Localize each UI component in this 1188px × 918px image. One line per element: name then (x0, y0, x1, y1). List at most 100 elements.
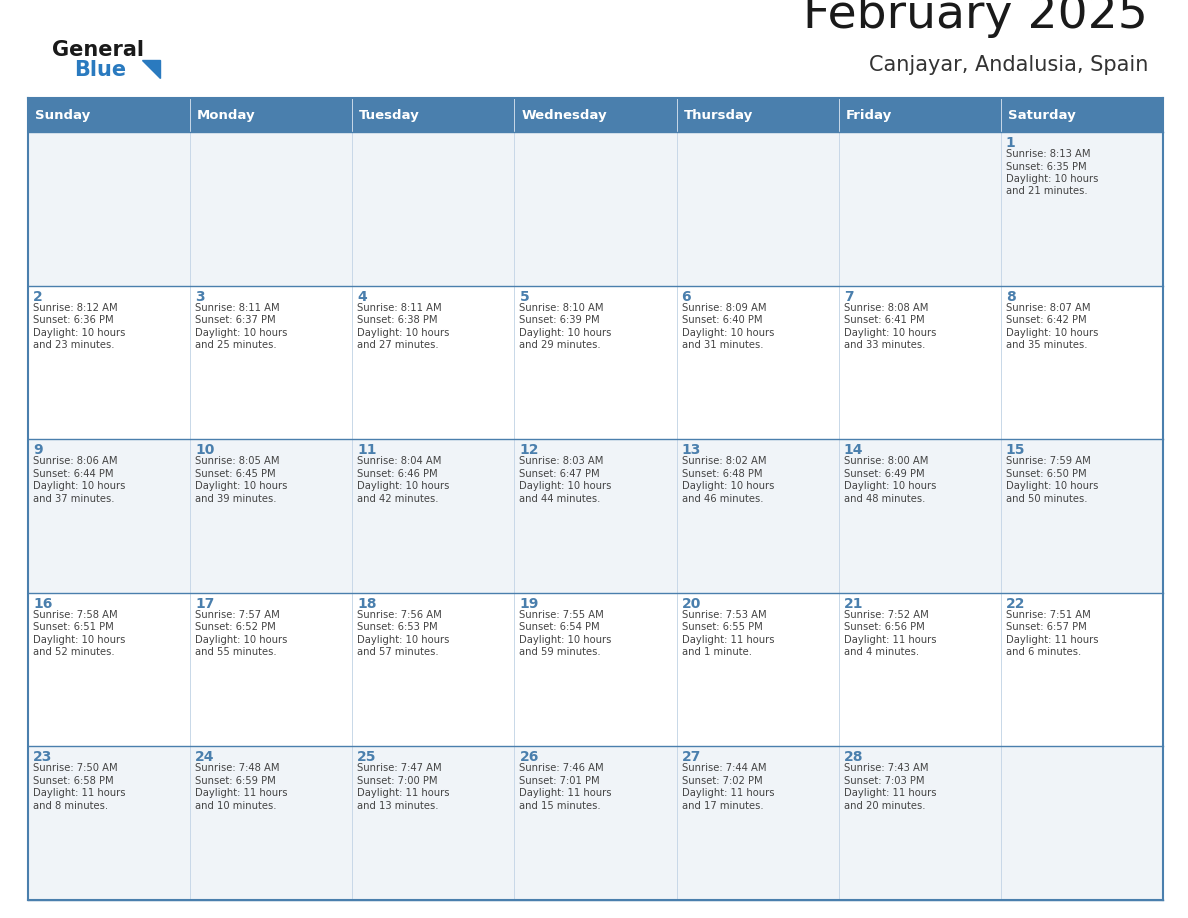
Bar (353, 593, 514, 746)
Text: Daylight: 10 hours: Daylight: 10 hours (519, 328, 612, 338)
Text: and 44 minutes.: and 44 minutes. (519, 494, 601, 504)
Text: and 31 minutes.: and 31 minutes. (682, 340, 763, 350)
Bar (677, 746, 839, 900)
Text: Sunrise: 7:55 AM: Sunrise: 7:55 AM (519, 610, 605, 620)
Text: Sunset: 6:37 PM: Sunset: 6:37 PM (195, 315, 276, 325)
Polygon shape (143, 60, 160, 78)
Text: Sunset: 7:03 PM: Sunset: 7:03 PM (843, 776, 924, 786)
Text: Daylight: 10 hours: Daylight: 10 hours (195, 328, 287, 338)
Text: Sunset: 6:56 PM: Sunset: 6:56 PM (843, 622, 924, 633)
Text: 16: 16 (33, 597, 52, 610)
Text: Sunset: 6:35 PM: Sunset: 6:35 PM (1006, 162, 1087, 172)
Text: Sunrise: 7:47 AM: Sunrise: 7:47 AM (358, 764, 442, 773)
Text: 20: 20 (682, 597, 701, 610)
Text: Canjayar, Andalusia, Spain: Canjayar, Andalusia, Spain (868, 55, 1148, 75)
Text: and 48 minutes.: and 48 minutes. (843, 494, 925, 504)
Text: Daylight: 11 hours: Daylight: 11 hours (682, 635, 775, 644)
Text: Thursday: Thursday (683, 108, 753, 121)
Bar (1000, 746, 1163, 900)
Text: Daylight: 10 hours: Daylight: 10 hours (1006, 328, 1098, 338)
Text: Sunset: 6:46 PM: Sunset: 6:46 PM (358, 469, 438, 478)
Bar (353, 98, 514, 132)
Text: and 59 minutes.: and 59 minutes. (519, 647, 601, 657)
Text: Sunrise: 8:13 AM: Sunrise: 8:13 AM (1006, 149, 1091, 159)
Text: Daylight: 11 hours: Daylight: 11 hours (843, 789, 936, 799)
Text: 10: 10 (195, 443, 215, 457)
Text: Wednesday: Wednesday (522, 108, 607, 121)
Bar (190, 746, 353, 900)
Text: Sunrise: 8:08 AM: Sunrise: 8:08 AM (843, 303, 928, 313)
Text: 26: 26 (519, 750, 539, 765)
Text: and 42 minutes.: and 42 minutes. (358, 494, 438, 504)
Text: 9: 9 (33, 443, 43, 457)
Text: Daylight: 10 hours: Daylight: 10 hours (682, 481, 773, 491)
Text: Sunrise: 7:48 AM: Sunrise: 7:48 AM (195, 764, 279, 773)
Text: and 13 minutes.: and 13 minutes. (358, 800, 438, 811)
Text: 12: 12 (519, 443, 539, 457)
Text: 13: 13 (682, 443, 701, 457)
Bar (839, 746, 1000, 900)
Text: Daylight: 11 hours: Daylight: 11 hours (358, 789, 450, 799)
Bar (353, 285, 514, 439)
Text: Daylight: 10 hours: Daylight: 10 hours (195, 481, 287, 491)
Bar (1000, 285, 1163, 439)
Text: and 4 minutes.: and 4 minutes. (843, 647, 918, 657)
Text: and 33 minutes.: and 33 minutes. (843, 340, 925, 350)
Text: Sunrise: 7:53 AM: Sunrise: 7:53 AM (682, 610, 766, 620)
Text: and 1 minute.: and 1 minute. (682, 647, 752, 657)
Text: Sunrise: 7:43 AM: Sunrise: 7:43 AM (843, 764, 928, 773)
Text: General: General (52, 40, 144, 60)
Text: 6: 6 (682, 289, 691, 304)
Bar (839, 593, 1000, 746)
Text: Sunset: 7:01 PM: Sunset: 7:01 PM (519, 776, 600, 786)
Text: Daylight: 10 hours: Daylight: 10 hours (33, 635, 126, 644)
Text: Daylight: 10 hours: Daylight: 10 hours (1006, 174, 1098, 184)
Text: 21: 21 (843, 597, 864, 610)
Text: Sunset: 6:40 PM: Sunset: 6:40 PM (682, 315, 762, 325)
Text: and 55 minutes.: and 55 minutes. (195, 647, 277, 657)
Text: Sunrise: 7:52 AM: Sunrise: 7:52 AM (843, 610, 929, 620)
Text: and 46 minutes.: and 46 minutes. (682, 494, 763, 504)
Bar (514, 132, 677, 285)
Bar (190, 132, 353, 285)
Bar (839, 439, 1000, 593)
Bar (1000, 593, 1163, 746)
Bar (29, 746, 190, 900)
Bar (514, 98, 677, 132)
Text: Daylight: 10 hours: Daylight: 10 hours (358, 635, 450, 644)
Text: Sunday: Sunday (34, 108, 90, 121)
Text: 1: 1 (1006, 136, 1016, 150)
Bar (677, 593, 839, 746)
Text: and 29 minutes.: and 29 minutes. (519, 340, 601, 350)
Text: Sunrise: 7:46 AM: Sunrise: 7:46 AM (519, 764, 604, 773)
Text: Sunset: 6:50 PM: Sunset: 6:50 PM (1006, 469, 1087, 478)
Bar (1000, 439, 1163, 593)
Text: 8: 8 (1006, 289, 1016, 304)
Text: Sunset: 6:49 PM: Sunset: 6:49 PM (843, 469, 924, 478)
Bar (29, 593, 190, 746)
Bar (677, 285, 839, 439)
Text: Blue: Blue (74, 60, 126, 80)
Text: and 20 minutes.: and 20 minutes. (843, 800, 925, 811)
Text: Sunrise: 8:12 AM: Sunrise: 8:12 AM (33, 303, 118, 313)
Text: Sunrise: 8:03 AM: Sunrise: 8:03 AM (519, 456, 604, 466)
Text: and 8 minutes.: and 8 minutes. (33, 800, 108, 811)
Text: Sunset: 6:54 PM: Sunset: 6:54 PM (519, 622, 600, 633)
Bar (190, 593, 353, 746)
Text: Sunrise: 8:11 AM: Sunrise: 8:11 AM (195, 303, 279, 313)
Text: and 10 minutes.: and 10 minutes. (195, 800, 277, 811)
Text: Sunrise: 8:04 AM: Sunrise: 8:04 AM (358, 456, 442, 466)
Bar (514, 746, 677, 900)
Bar (514, 285, 677, 439)
Text: Sunset: 7:00 PM: Sunset: 7:00 PM (358, 776, 438, 786)
Text: Sunset: 6:57 PM: Sunset: 6:57 PM (1006, 622, 1087, 633)
Text: Sunrise: 8:09 AM: Sunrise: 8:09 AM (682, 303, 766, 313)
Text: Sunrise: 8:00 AM: Sunrise: 8:00 AM (843, 456, 928, 466)
Text: Sunrise: 7:58 AM: Sunrise: 7:58 AM (33, 610, 118, 620)
Text: Daylight: 10 hours: Daylight: 10 hours (519, 635, 612, 644)
Text: Daylight: 11 hours: Daylight: 11 hours (843, 635, 936, 644)
Text: Tuesday: Tuesday (359, 108, 421, 121)
Text: Daylight: 10 hours: Daylight: 10 hours (33, 481, 126, 491)
Bar (190, 439, 353, 593)
Text: 4: 4 (358, 289, 367, 304)
